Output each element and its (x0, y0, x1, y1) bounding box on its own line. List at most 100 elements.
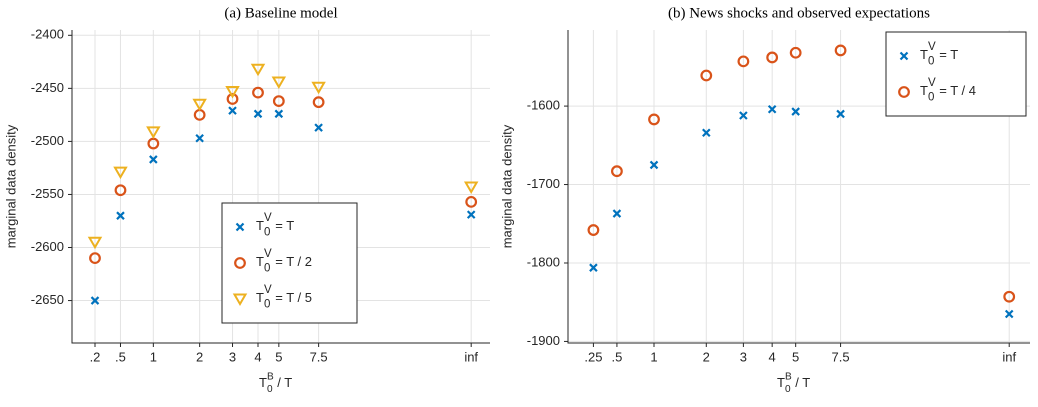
x-tick-label: 1 (650, 349, 657, 364)
x-tick-label: 3 (229, 349, 236, 364)
x-tick-label: 2 (196, 349, 203, 364)
x-tick-label: .5 (611, 349, 622, 364)
marker-circle (648, 113, 660, 126)
legend-swatch (234, 257, 246, 269)
legend-label-part: V (264, 248, 272, 260)
marker-circle (737, 55, 750, 68)
y-axis-label: marginal data density (499, 124, 514, 248)
legend-label-part: 0 (928, 92, 934, 104)
chart-title: (a) Baseline model (224, 5, 337, 21)
x-axis-label-part: B (267, 371, 274, 382)
x-tick-label: 4 (254, 349, 261, 364)
legend-label-part: = T (936, 47, 959, 62)
x-tick-label: 7.5 (832, 349, 850, 364)
y-tick-label: -1900 (527, 333, 560, 348)
marker-x (739, 111, 748, 120)
y-tick-label: -2450 (31, 80, 64, 95)
legend-box (885, 31, 1027, 117)
legend-label-part: T (920, 83, 928, 98)
legend-label-part: V (928, 77, 936, 89)
y-tick-label: -1700 (527, 176, 560, 191)
marker-x (1004, 309, 1014, 319)
legend-label-part: = T / 4 (936, 83, 976, 98)
marker-circle (789, 46, 802, 59)
x-tick-label: 5 (792, 349, 799, 364)
marker-circle (700, 69, 713, 82)
marker-x (612, 209, 622, 218)
marker-circle (1003, 290, 1016, 303)
axes (71, 30, 490, 344)
x-tick-label: inf (464, 349, 478, 364)
y-axis-label: marginal data density (3, 124, 18, 248)
axes (567, 30, 1030, 344)
marker-x (195, 133, 204, 143)
marker-triangle (311, 81, 326, 95)
marker-circle (611, 165, 623, 178)
marker-x (791, 107, 800, 116)
marker-circle (312, 96, 325, 109)
marker-x (149, 155, 158, 164)
y-tick-label: -1800 (527, 254, 560, 269)
marker-circle (89, 252, 101, 265)
legend-label: T0 V = T / 2 (256, 248, 312, 274)
y-tick-label: -1600 (527, 98, 560, 113)
marker-circle (766, 51, 779, 64)
y-tick-label: -2400 (31, 27, 64, 42)
marker-circle (252, 86, 264, 99)
x-axis-label-part: / T (274, 375, 293, 390)
legend-label-part: T (920, 47, 928, 62)
marker-x (836, 109, 845, 119)
series (87, 63, 479, 250)
marker-circle (834, 44, 847, 57)
legend-label-part: 0 (928, 56, 934, 68)
x-axis-label: T0 B / T (259, 371, 292, 395)
y-tick-label: -2600 (31, 239, 64, 254)
marker-x (253, 109, 263, 119)
legend-swatch (899, 51, 909, 61)
marker-x (274, 109, 284, 119)
x-axis-label-part: / T (792, 375, 811, 390)
marker-x (90, 296, 100, 305)
legend-swatch (898, 86, 910, 98)
y-tick-label: -2500 (31, 133, 64, 148)
marker-triangle (87, 236, 103, 250)
marker-triangle (250, 63, 266, 77)
legend-label-part: 0 (264, 263, 270, 275)
x-axis-label-part: 0 (267, 384, 273, 395)
marker-triangle (271, 76, 287, 89)
legend-label-part: V (928, 41, 936, 53)
x-tick-label: .25 (584, 349, 602, 364)
legend-label-part: = T / 2 (272, 254, 312, 269)
y-tick-label: -2550 (31, 186, 64, 201)
marker-x (314, 123, 323, 132)
x-axis-label: T0 B / T (777, 371, 810, 395)
marker-triangle (192, 98, 207, 112)
marker-circle (587, 224, 600, 236)
marker-x (589, 263, 598, 272)
x-tick-label: 7.5 (310, 349, 328, 364)
series (587, 44, 1016, 303)
x-axis-label-part: B (785, 371, 792, 382)
series (90, 106, 476, 305)
marker-triangle (113, 166, 128, 180)
legend-label-part: = T / 5 (272, 290, 312, 305)
legend-label: T0 V = T (256, 212, 294, 238)
chart-title: (b) News shocks and observed expectation… (668, 5, 930, 21)
legend-label-part: 0 (264, 227, 270, 239)
x-tick-label: .5 (115, 349, 126, 364)
legend-label-part: V (264, 212, 272, 224)
x-axis-label-part: 0 (785, 384, 791, 395)
x-tick-label: 1 (150, 349, 157, 364)
marker-x (649, 160, 659, 170)
marker-x (702, 128, 711, 138)
x-tick-label: .2 (90, 349, 101, 364)
marker-circle (114, 184, 127, 197)
marker-x (228, 106, 237, 115)
legend-label-part: T (256, 254, 264, 269)
marker-circle (226, 93, 239, 105)
x-tick-label: inf (1002, 349, 1016, 364)
legend-label: T0 V = T / 5 (256, 284, 312, 310)
series (589, 104, 1014, 319)
marker-circle (465, 195, 478, 208)
